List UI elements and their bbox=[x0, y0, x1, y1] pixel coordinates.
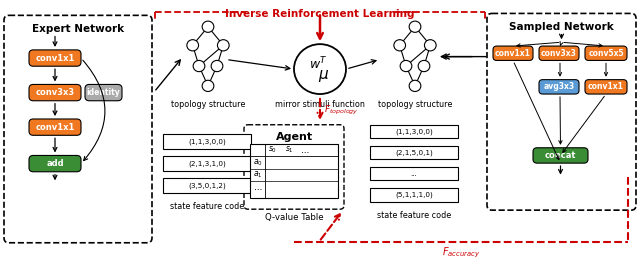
FancyBboxPatch shape bbox=[585, 80, 627, 94]
Text: (3,5,0,1,2): (3,5,0,1,2) bbox=[188, 182, 226, 189]
Circle shape bbox=[202, 80, 214, 92]
FancyBboxPatch shape bbox=[29, 50, 81, 66]
Text: $F_{accuracy}$: $F_{accuracy}$ bbox=[442, 246, 480, 260]
Text: $s_1$: $s_1$ bbox=[285, 145, 293, 155]
Text: topology structure: topology structure bbox=[171, 100, 245, 109]
Text: Q-value Table: Q-value Table bbox=[265, 213, 323, 222]
FancyBboxPatch shape bbox=[29, 85, 81, 101]
Circle shape bbox=[409, 80, 421, 92]
Circle shape bbox=[418, 60, 430, 72]
Text: topology structure: topology structure bbox=[378, 100, 452, 109]
Text: avg3x3: avg3x3 bbox=[543, 82, 575, 91]
Circle shape bbox=[400, 60, 412, 72]
Text: $\cdots$: $\cdots$ bbox=[253, 183, 262, 192]
Bar bbox=[370, 146, 458, 159]
FancyBboxPatch shape bbox=[29, 119, 81, 135]
Text: Agent: Agent bbox=[275, 132, 312, 143]
Text: conv3x3: conv3x3 bbox=[541, 49, 577, 58]
Text: mirror stimuli function: mirror stimuli function bbox=[275, 100, 365, 109]
Text: concat: concat bbox=[545, 151, 576, 160]
Text: conv1x1: conv1x1 bbox=[35, 123, 75, 132]
Bar bbox=[163, 179, 251, 193]
Text: conv1x1: conv1x1 bbox=[588, 82, 624, 91]
Text: (2,1,3,1,0): (2,1,3,1,0) bbox=[188, 160, 226, 167]
FancyBboxPatch shape bbox=[539, 80, 579, 94]
Text: state feature code: state feature code bbox=[377, 211, 451, 220]
Circle shape bbox=[394, 40, 406, 51]
Circle shape bbox=[409, 21, 421, 32]
Circle shape bbox=[218, 40, 229, 51]
Bar bbox=[250, 144, 338, 198]
Circle shape bbox=[211, 60, 223, 72]
Bar bbox=[370, 188, 458, 201]
Text: $a_0$: $a_0$ bbox=[253, 157, 262, 168]
Text: $\mu$: $\mu$ bbox=[318, 68, 330, 84]
Bar bbox=[370, 125, 458, 138]
Text: conv3x3: conv3x3 bbox=[35, 88, 75, 97]
Text: ...: ... bbox=[411, 171, 417, 177]
FancyBboxPatch shape bbox=[493, 46, 533, 61]
Text: (5,1,1,1,0): (5,1,1,1,0) bbox=[395, 192, 433, 198]
Circle shape bbox=[193, 60, 205, 72]
Bar bbox=[163, 156, 251, 171]
Text: $F_{topology}$: $F_{topology}$ bbox=[324, 104, 359, 117]
FancyBboxPatch shape bbox=[539, 46, 579, 61]
FancyBboxPatch shape bbox=[585, 46, 627, 61]
Text: $a_1$: $a_1$ bbox=[253, 170, 262, 180]
Bar bbox=[163, 134, 251, 149]
FancyBboxPatch shape bbox=[29, 156, 81, 172]
Text: (1,1,3,0,0): (1,1,3,0,0) bbox=[395, 128, 433, 135]
Text: conv5x5: conv5x5 bbox=[588, 49, 624, 58]
Text: add: add bbox=[46, 159, 64, 168]
Text: $\cdots$: $\cdots$ bbox=[300, 146, 310, 155]
Bar bbox=[370, 167, 458, 180]
Text: Expert Network: Expert Network bbox=[32, 24, 124, 34]
Text: state feature code: state feature code bbox=[170, 203, 244, 211]
Text: Sampled Network: Sampled Network bbox=[509, 22, 614, 32]
Text: (1,1,3,0,0): (1,1,3,0,0) bbox=[188, 138, 226, 145]
Text: conv1x1: conv1x1 bbox=[35, 54, 75, 63]
Circle shape bbox=[187, 40, 198, 51]
FancyBboxPatch shape bbox=[533, 148, 588, 163]
Text: $s_0$: $s_0$ bbox=[268, 145, 278, 155]
Circle shape bbox=[424, 40, 436, 51]
Text: conv1x1: conv1x1 bbox=[495, 49, 531, 58]
FancyBboxPatch shape bbox=[85, 85, 122, 101]
Circle shape bbox=[202, 21, 214, 32]
Text: $w^T$: $w^T$ bbox=[308, 56, 327, 73]
Text: Inverse Reinforcement Learning: Inverse Reinforcement Learning bbox=[225, 9, 415, 19]
Text: (2,1,5,0,1): (2,1,5,0,1) bbox=[395, 149, 433, 156]
Text: identity: identity bbox=[86, 88, 120, 97]
Circle shape bbox=[294, 44, 346, 94]
